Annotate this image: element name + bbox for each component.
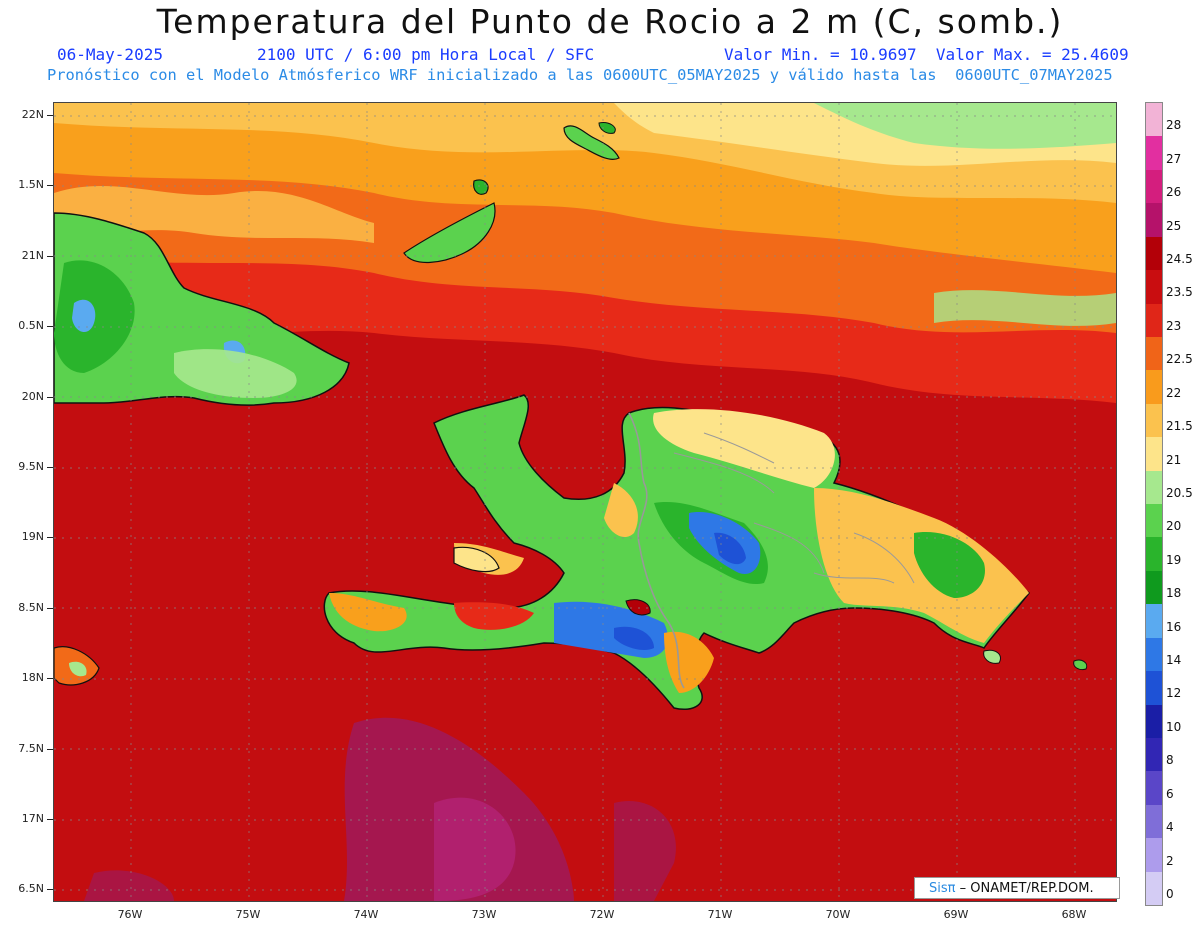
sispi-logo: Sisπ bbox=[929, 881, 956, 896]
lat-label: 6.5N bbox=[0, 882, 53, 895]
colorbar-label: 18 bbox=[1166, 586, 1182, 601]
bahamas-island bbox=[403, 202, 496, 264]
colorbar-label: 10 bbox=[1166, 719, 1182, 734]
lat-label: 7.5N bbox=[0, 742, 53, 755]
colorbar-swatch bbox=[1146, 771, 1162, 806]
colorbar-label: 21.5 bbox=[1166, 419, 1193, 434]
forecast-time: 2100 UTC / 6:00 pm Hora Local / SFC bbox=[257, 45, 595, 64]
colorbar-label: 0 bbox=[1166, 886, 1174, 901]
lon-label: 70W bbox=[825, 908, 851, 921]
colorbar-swatch bbox=[1146, 604, 1162, 639]
colorbar-swatch bbox=[1146, 838, 1162, 873]
lon-label: 72W bbox=[589, 908, 615, 921]
colorbar-swatch bbox=[1146, 403, 1162, 438]
lon-label: 69W bbox=[943, 908, 969, 921]
colorbar-label: 27 bbox=[1166, 151, 1182, 166]
colorbar-label: 28 bbox=[1166, 118, 1182, 133]
lat-label: 22N bbox=[0, 108, 53, 121]
colorbar-label: 22 bbox=[1166, 385, 1182, 400]
colorbar-swatch bbox=[1146, 303, 1162, 338]
colorbar-label: 23.5 bbox=[1166, 285, 1193, 300]
colorbar-swatch bbox=[1146, 871, 1162, 906]
colorbar-label: 4 bbox=[1166, 820, 1174, 835]
colorbar-label: 14 bbox=[1166, 653, 1182, 668]
lat-label: 18N bbox=[0, 671, 53, 684]
colorbar-swatch bbox=[1146, 336, 1162, 371]
lat-label: 21N bbox=[0, 249, 53, 262]
map-title: Temperatura del Punto de Rocio a 2 m (C,… bbox=[156, 2, 1064, 41]
lat-label: 9.5N bbox=[0, 460, 53, 473]
colorbar-swatch bbox=[1146, 671, 1162, 705]
min-max-values: Valor Min. = 10.9697 Valor Max. = 25.460… bbox=[724, 45, 1129, 64]
colorbar-swatch bbox=[1146, 270, 1162, 304]
colorbar-label: 25 bbox=[1166, 218, 1182, 233]
colorbar-swatch bbox=[1146, 136, 1162, 171]
colorbar-swatch bbox=[1146, 103, 1162, 137]
colorbar-swatch bbox=[1146, 236, 1162, 271]
colorbar-label: 22.5 bbox=[1166, 352, 1193, 367]
colorbar-label: 12 bbox=[1166, 686, 1182, 701]
colorbar-swatch bbox=[1146, 537, 1162, 572]
lon-label: 75W bbox=[235, 908, 261, 921]
colorbar-swatch bbox=[1146, 504, 1162, 538]
dewpoint-map bbox=[53, 102, 1117, 902]
lat-label: 0.5N bbox=[0, 319, 53, 332]
colorbar-label: 16 bbox=[1166, 619, 1182, 634]
colorbar-swatch bbox=[1146, 637, 1162, 672]
colorbar-label: 20.5 bbox=[1166, 485, 1193, 500]
haiti-dr-border bbox=[628, 412, 685, 689]
colorbar-swatch bbox=[1146, 370, 1162, 405]
colorbar-label: 2 bbox=[1166, 853, 1174, 868]
lat-label: 1.5N bbox=[0, 178, 53, 191]
colorbar-swatch bbox=[1146, 203, 1162, 238]
colorbar-label: 20 bbox=[1166, 519, 1182, 534]
forecast-date: 06-May-2025 bbox=[57, 45, 163, 64]
colorbar-label: 19 bbox=[1166, 552, 1182, 567]
colorbar-swatch bbox=[1146, 169, 1162, 204]
lon-label: 71W bbox=[707, 908, 733, 921]
green-patch-north bbox=[814, 103, 1116, 149]
colorbar-label: 26 bbox=[1166, 185, 1182, 200]
colorbar-swatch bbox=[1146, 570, 1162, 605]
lat-label: 20N bbox=[0, 390, 53, 403]
colorbar-swatch bbox=[1146, 704, 1162, 739]
colorbar bbox=[1145, 102, 1163, 906]
colorbar-swatch bbox=[1146, 470, 1162, 505]
colorbar-label: 8 bbox=[1166, 753, 1174, 768]
colorbar-label: 24.5 bbox=[1166, 252, 1193, 267]
colorbar-label: 6 bbox=[1166, 786, 1174, 801]
colorbar-swatch bbox=[1146, 437, 1162, 472]
grid-lines bbox=[54, 103, 1116, 901]
branding-text: – ONAMET/REP.DOM. bbox=[959, 881, 1094, 896]
lon-label: 68W bbox=[1061, 908, 1087, 921]
colorbar-swatch bbox=[1146, 804, 1162, 839]
cuba-landmass bbox=[54, 212, 350, 406]
forecast-description: Pronóstico con el Modelo Atmósferico WRF… bbox=[47, 66, 1113, 84]
colorbar-label: 21 bbox=[1166, 452, 1182, 467]
lat-label: 19N bbox=[0, 530, 53, 543]
colorbar-swatch bbox=[1146, 737, 1162, 772]
lat-label: 17N bbox=[0, 812, 53, 825]
lon-label: 76W bbox=[117, 908, 143, 921]
lat-label: 8.5N bbox=[0, 601, 53, 614]
lon-label: 74W bbox=[353, 908, 379, 921]
branding-box: Sisπ – ONAMET/REP.DOM. bbox=[914, 877, 1120, 899]
lon-label: 73W bbox=[471, 908, 497, 921]
colorbar-label: 23 bbox=[1166, 318, 1182, 333]
